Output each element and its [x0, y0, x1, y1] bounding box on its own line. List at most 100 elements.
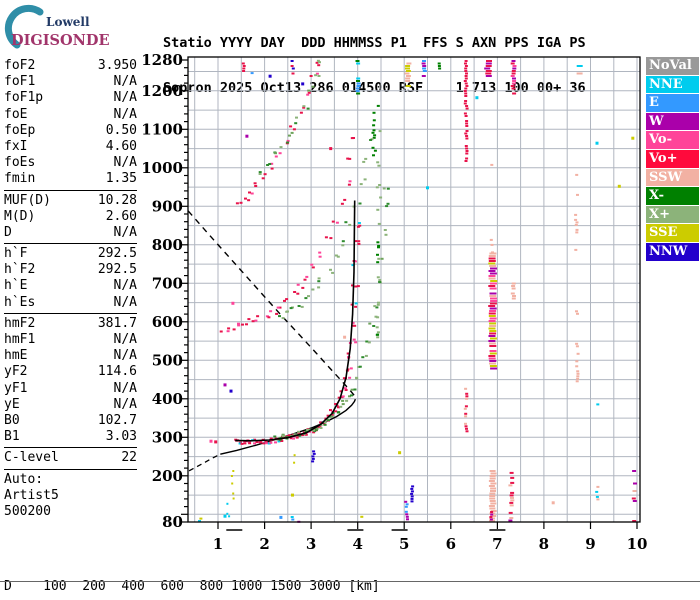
param-label: C-level — [4, 450, 59, 466]
legend-item-vo: Vo+ — [646, 149, 699, 168]
param-row-auto: Auto: — [4, 472, 137, 488]
param-value: N/A — [113, 348, 137, 364]
legend-item-x: X- — [646, 187, 699, 205]
svg-text:7: 7 — [492, 535, 502, 553]
logo-digisonde-text: DIGISONDE — [11, 32, 110, 49]
param-value: 10.28 — [97, 192, 137, 208]
param-row-b1: B1 3.03 — [4, 429, 137, 445]
svg-text:600: 600 — [152, 313, 183, 331]
param-divider — [4, 447, 137, 449]
param-label: h`E — [4, 278, 28, 294]
param-label: yF1 — [4, 380, 28, 396]
svg-text:300: 300 — [152, 428, 183, 446]
param-label: B0 — [4, 412, 20, 428]
param-label: hmF2 — [4, 315, 36, 331]
param-label: MUF(D) — [4, 192, 51, 208]
direction-legend: NoVal NNE E W Vo- Vo+ SSW X- X+ SSE NNW — [646, 57, 699, 262]
param-value: N/A — [113, 224, 137, 240]
param-row-yf2: yF2 114.6 — [4, 364, 137, 380]
param-row-ye: yE N/A — [4, 397, 137, 413]
param-value: 292.5 — [97, 262, 137, 278]
parameter-panel: foF2 3.950 foF1 N/A foF1p N/A foE N/A foEp 0.50 fx… — [4, 58, 137, 520]
param-label: h`F — [4, 246, 28, 262]
param-row-clevel: C-level 22 — [4, 450, 137, 466]
svg-text:8: 8 — [539, 535, 549, 553]
param-value: 102.7 — [97, 412, 137, 428]
param-divider — [4, 243, 137, 245]
param-label: foEp — [4, 122, 36, 138]
status-bar: so148_2025286014500.rsf / 380fx512h 25 k… — [0, 581, 700, 600]
param-divider — [4, 468, 137, 470]
param-label: hmE — [4, 348, 28, 364]
param-label: yF2 — [4, 364, 28, 380]
param-row-d: D N/A — [4, 225, 137, 241]
param-value: N/A — [113, 294, 137, 310]
param-value: 22 — [121, 450, 137, 466]
param-row-foes: foEs N/A — [4, 155, 137, 171]
param-value: 4.60 — [105, 138, 137, 154]
legend-item-noval: NoVal — [646, 57, 699, 75]
header-block: Statio YYYY DAY DDD HHMMSS P1 FFS S AXN … — [163, 6, 586, 111]
param-divider — [4, 189, 137, 191]
svg-text:400: 400 — [152, 390, 183, 408]
param-label: fxI — [4, 138, 28, 154]
param-row-foep: foEp 0.50 — [4, 123, 137, 139]
param-value: 292.5 — [97, 246, 137, 262]
svg-text:800: 800 — [152, 236, 183, 254]
legend-item-nne: NNE — [646, 75, 699, 94]
digisonde-logo: Lowell DIGISONDE — [4, 4, 154, 56]
param-label: B1 — [4, 429, 20, 445]
param-value: N/A — [113, 106, 137, 122]
param-label: h`Es — [4, 294, 36, 310]
param-label: M(D) — [4, 208, 36, 224]
param-row-yf1: yF1 N/A — [4, 381, 137, 397]
svg-text:1100: 1100 — [141, 120, 183, 138]
param-row-500200: 500200 — [4, 504, 137, 520]
svg-text:4: 4 — [352, 535, 362, 553]
param-value: 2.60 — [105, 208, 137, 224]
legend-item-ssw: SSW — [646, 168, 699, 187]
svg-text:1000: 1000 — [141, 159, 183, 177]
legend-item-w: W — [646, 112, 699, 131]
param-value: 114.6 — [97, 364, 137, 380]
logo-lowell-text: Lowell — [46, 15, 90, 29]
param-label: Auto: — [4, 471, 44, 487]
svg-text:900: 900 — [152, 197, 183, 215]
param-row-fof2: foF2 3.950 — [4, 58, 137, 74]
param-value: N/A — [113, 155, 137, 171]
param-row-fof1p: foF1p N/A — [4, 90, 137, 106]
svg-text:6: 6 — [446, 535, 456, 553]
param-row-hme: hmE N/A — [4, 348, 137, 364]
param-value: 3.950 — [97, 58, 137, 73]
param-row-hmf2: hmF2 381.7 — [4, 316, 137, 332]
legend-item-nnw: NNW — [646, 242, 699, 261]
svg-text:200: 200 — [152, 467, 183, 485]
param-label: foEs — [4, 155, 36, 171]
param-row-fof1: foF1 N/A — [4, 74, 137, 90]
legend-item-vo: Vo- — [646, 131, 699, 149]
param-label: Artist5 — [4, 487, 59, 503]
param-divider — [4, 312, 137, 314]
param-label: yE — [4, 396, 20, 412]
param-label: fmin — [4, 171, 36, 187]
param-row-hf: h`F 292.5 — [4, 246, 137, 262]
param-label: foF1p — [4, 90, 44, 106]
legend-item-sse: SSE — [646, 224, 699, 242]
param-value: N/A — [113, 278, 137, 294]
header-columns-line: Statio YYYY DAY DDD HHMMSS P1 FFS S AXN … — [163, 35, 586, 51]
param-value: N/A — [113, 90, 137, 106]
param-value: N/A — [113, 396, 137, 412]
param-row-fmin: fmin 1.35 — [4, 171, 137, 187]
param-row-hes: h`Es N/A — [4, 295, 137, 311]
param-row-artist5: Artist5 — [4, 488, 137, 504]
svg-text:80: 80 — [162, 513, 183, 531]
logo-graphic: Lowell DIGISONDE — [4, 4, 110, 49]
param-label: foF2 — [4, 58, 36, 73]
svg-text:1280: 1280 — [141, 51, 183, 69]
param-row-foe: foE N/A — [4, 107, 137, 123]
svg-text:1200: 1200 — [141, 82, 183, 100]
param-value: 0.50 — [105, 122, 137, 138]
logo-arc — [4, 4, 44, 49]
param-label: foF1 — [4, 74, 36, 90]
